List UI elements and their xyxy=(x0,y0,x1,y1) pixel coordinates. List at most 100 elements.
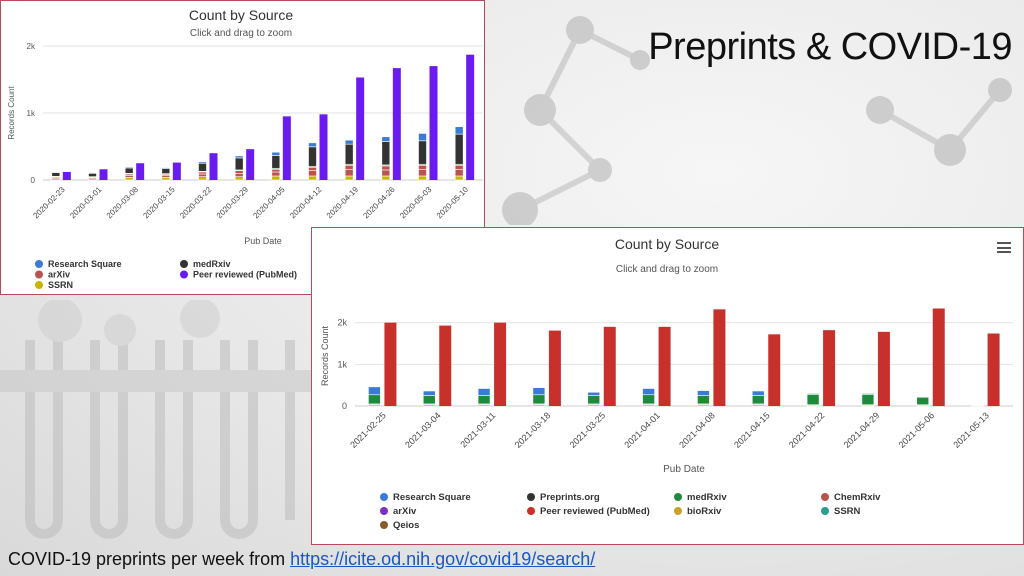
test-tubes-background xyxy=(0,300,320,539)
bar-research-square xyxy=(697,390,710,396)
bar-medrxiv xyxy=(51,172,61,177)
x-tick-label: 2021-04-01 xyxy=(622,410,662,450)
legend-item: SSRN xyxy=(834,506,861,517)
legend-marker xyxy=(527,507,535,515)
slide-title: Preprints & COVID-19 xyxy=(648,26,1012,68)
legend-item: Research Square xyxy=(393,492,471,503)
legend-marker xyxy=(35,270,43,279)
x-tick-label: 2021-05-06 xyxy=(897,410,937,450)
legend-marker xyxy=(674,493,682,501)
x-tick-label: 2020-03-08 xyxy=(105,185,141,221)
bar-biorxiv xyxy=(308,166,317,171)
bar-peer-reviewed xyxy=(172,162,181,180)
hamburger-menu-icon[interactable] xyxy=(997,242,1011,253)
x-tick-label: 2021-03-11 xyxy=(458,410,497,449)
bar-research-square xyxy=(88,172,97,174)
x-tick-label: 2020-03-01 xyxy=(68,185,104,221)
x-tick-label: 2020-03-15 xyxy=(141,185,177,221)
x-tick-label: 2021-04-15 xyxy=(732,410,772,450)
bar-biorxiv xyxy=(381,165,391,171)
legend-item: arXiv xyxy=(393,506,417,517)
bar-medrxiv xyxy=(198,162,207,172)
x-tick-label: 2021-04-08 xyxy=(677,410,717,450)
legend-item: medRxiv xyxy=(193,259,231,269)
x-tick-label: 2020-04-19 xyxy=(325,185,361,221)
bar-research-square xyxy=(234,155,244,159)
molecule-background xyxy=(502,16,1012,225)
bar-biorxiv xyxy=(198,171,207,175)
bar-peer-reviewed xyxy=(429,66,438,180)
bar-peer-reviewed xyxy=(987,333,1000,406)
x-tick-label: 2021-05-13 xyxy=(951,410,991,450)
bar-peer-reviewed xyxy=(99,169,108,180)
bar-peer-reviewed xyxy=(384,322,397,406)
y-tick-label: 2k xyxy=(27,42,36,51)
legend-marker xyxy=(821,493,829,501)
legend-marker xyxy=(180,260,188,268)
bar-research-square xyxy=(51,171,61,173)
chart-2020-svg[interactable]: Count by Source Click and drag to zoom 0 1k… xyxy=(1,1,486,296)
bar-biorxiv xyxy=(418,164,427,170)
x-tick-label: 2021-03-18 xyxy=(513,410,553,450)
x-tick-label: 2021-04-29 xyxy=(842,410,882,450)
bar-research-square xyxy=(198,161,207,164)
bar-medrxiv xyxy=(751,395,765,405)
bar-medrxiv xyxy=(806,394,820,406)
bar-ssrn xyxy=(344,175,354,181)
x-tick-label: 2021-02-25 xyxy=(348,410,388,450)
x-tick-label: 2020-04-12 xyxy=(288,185,324,221)
bar-research-square xyxy=(418,133,427,142)
legend-marker xyxy=(674,507,682,515)
bar-ssrn xyxy=(418,175,427,181)
legend-item: ChemRxiv xyxy=(834,492,881,503)
bar-medrxiv xyxy=(587,395,601,405)
x-tick-label: 2020-04-05 xyxy=(251,185,287,221)
y-axis-label: Records Count xyxy=(320,325,330,386)
legend-marker xyxy=(380,507,388,515)
bar-medrxiv xyxy=(916,396,930,406)
y-tick-label: 0 xyxy=(342,401,347,411)
chart-title: Count by Source xyxy=(189,7,293,23)
bar-medrxiv xyxy=(861,394,875,406)
chart-2021-svg[interactable]: Count by Source Click and drag to zoom 0 1k… xyxy=(312,228,1024,546)
chart-panel-2020[interactable]: Count by Source Click and drag to zoom 0 1k… xyxy=(0,0,485,295)
bar-research-square xyxy=(477,388,491,396)
legend-item: bioRxiv xyxy=(687,506,722,517)
legend-item: Qeios xyxy=(393,520,419,531)
y-tick-label: 1k xyxy=(337,359,347,369)
bar-ssrn xyxy=(198,176,207,181)
bar-ssrn xyxy=(234,176,244,181)
source-link[interactable]: https://icite.od.nih.gov/covid19/search/ xyxy=(290,549,596,569)
x-tick-label: 2020-02-23 xyxy=(31,185,67,221)
bar-medrxiv xyxy=(697,395,710,405)
bar-ssrn xyxy=(308,175,317,181)
bar-biorxiv xyxy=(454,164,464,170)
x-tick-label: 2020-03-22 xyxy=(178,185,214,221)
legend-marker xyxy=(35,260,43,268)
bar-research-square xyxy=(751,390,765,396)
legend-item: Peer reviewed (PubMed) xyxy=(540,506,650,517)
x-tick-label: 2020-03-29 xyxy=(215,185,251,221)
bar-research-square xyxy=(381,136,391,142)
bar-peer-reviewed xyxy=(282,116,291,180)
bar-ssrn xyxy=(161,177,171,181)
x-tick-label: 2021-03-04 xyxy=(403,410,443,450)
bar-research-square xyxy=(344,139,354,145)
bar-medrxiv xyxy=(368,394,381,405)
bar-arxiv xyxy=(124,175,134,178)
bar-arxiv xyxy=(198,173,207,177)
bar-research-square xyxy=(271,151,281,156)
bar-peer-reviewed xyxy=(319,114,328,180)
legend-marker xyxy=(380,493,388,501)
bar-peer-reviewed xyxy=(494,322,507,406)
bar-research-square xyxy=(308,142,317,148)
bar-research-square xyxy=(861,393,875,395)
legend-marker xyxy=(180,270,188,279)
y-axis-label: Records Count xyxy=(7,86,16,140)
bar-biorxiv xyxy=(234,170,244,174)
bar-research-square xyxy=(642,388,655,396)
legend-marker xyxy=(35,281,43,289)
chart-panel-2021[interactable]: Count by Source Click and drag to zoom 0 1k… xyxy=(311,227,1024,545)
bar-medrxiv xyxy=(418,140,427,165)
bar-peer-reviewed xyxy=(392,68,401,180)
